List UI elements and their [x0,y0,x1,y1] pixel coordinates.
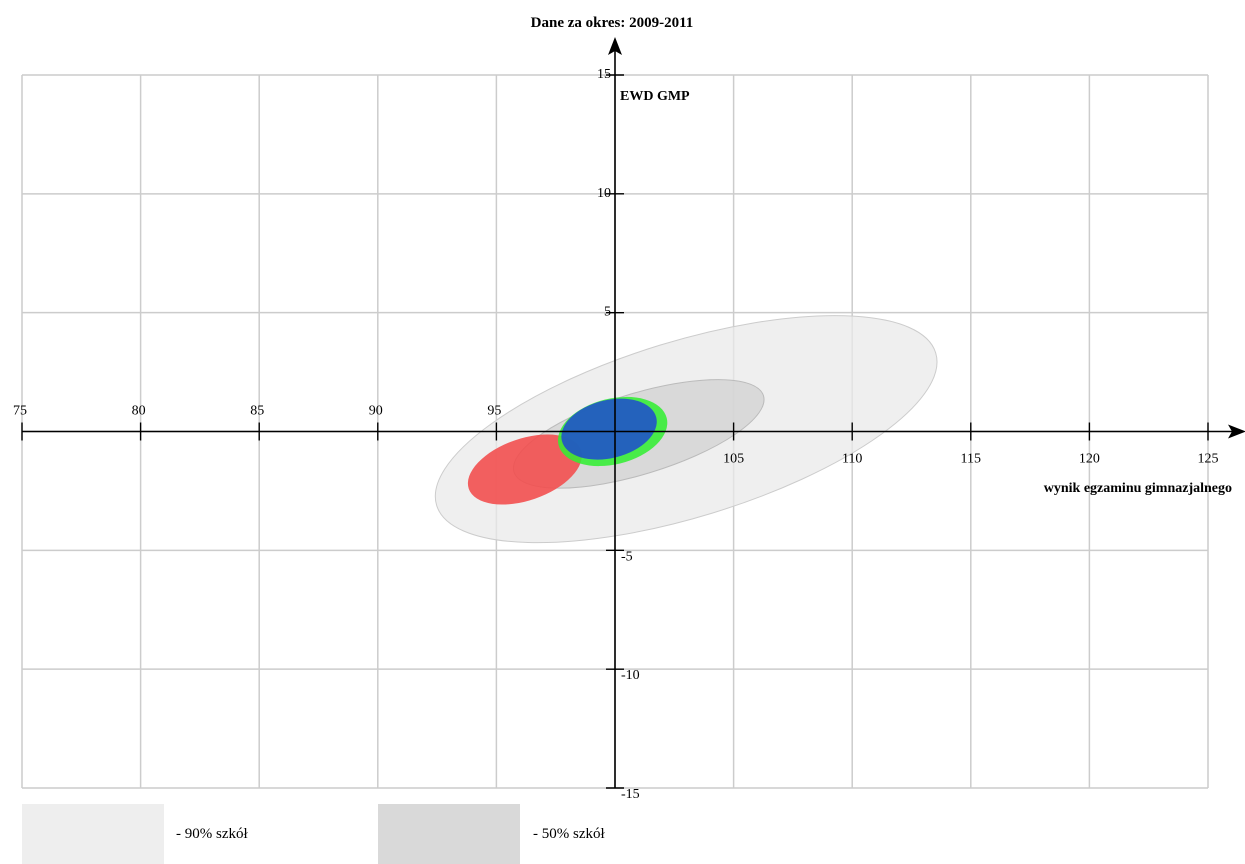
x-axis-title: wynik egzaminu gimnazjalnego [1044,481,1232,496]
y-tick-label: 10 [597,186,611,201]
y-tick-label: 5 [604,305,611,320]
y-axis-title: EWD GMP [620,89,690,104]
y-axis-arrow [608,37,622,55]
x-tick-label: 80 [132,404,146,419]
legend-swatch-90 [22,804,164,864]
chart-title: Dane za okres: 2009-2011 [531,15,694,31]
legend-label-90: - 90% szkół [176,826,248,842]
y-tick-label: -5 [621,549,633,564]
x-tick-label: 85 [250,404,264,419]
x-tick-label: 90 [369,404,383,419]
legend-label-50: - 50% szkół [533,826,605,842]
x-tick-label: 105 [723,452,744,467]
data-ellipse-4 [561,398,657,460]
legend-swatch-50 [378,804,520,864]
data-ellipse-2 [467,434,582,505]
y-tick-label: 15 [597,67,611,82]
x-axis-arrow [1228,424,1245,439]
ellipse-layer [434,315,938,544]
y-tick-label: -10 [621,668,640,683]
y-tick-label: -15 [621,787,640,802]
x-tick-label: 120 [1079,452,1100,467]
x-tick-label: 95 [487,404,501,419]
x-tick-label: 125 [1198,452,1219,467]
x-tick-label: 110 [842,452,862,467]
x-tick-label: 75 [13,404,27,419]
x-tick-label: 115 [961,452,981,467]
